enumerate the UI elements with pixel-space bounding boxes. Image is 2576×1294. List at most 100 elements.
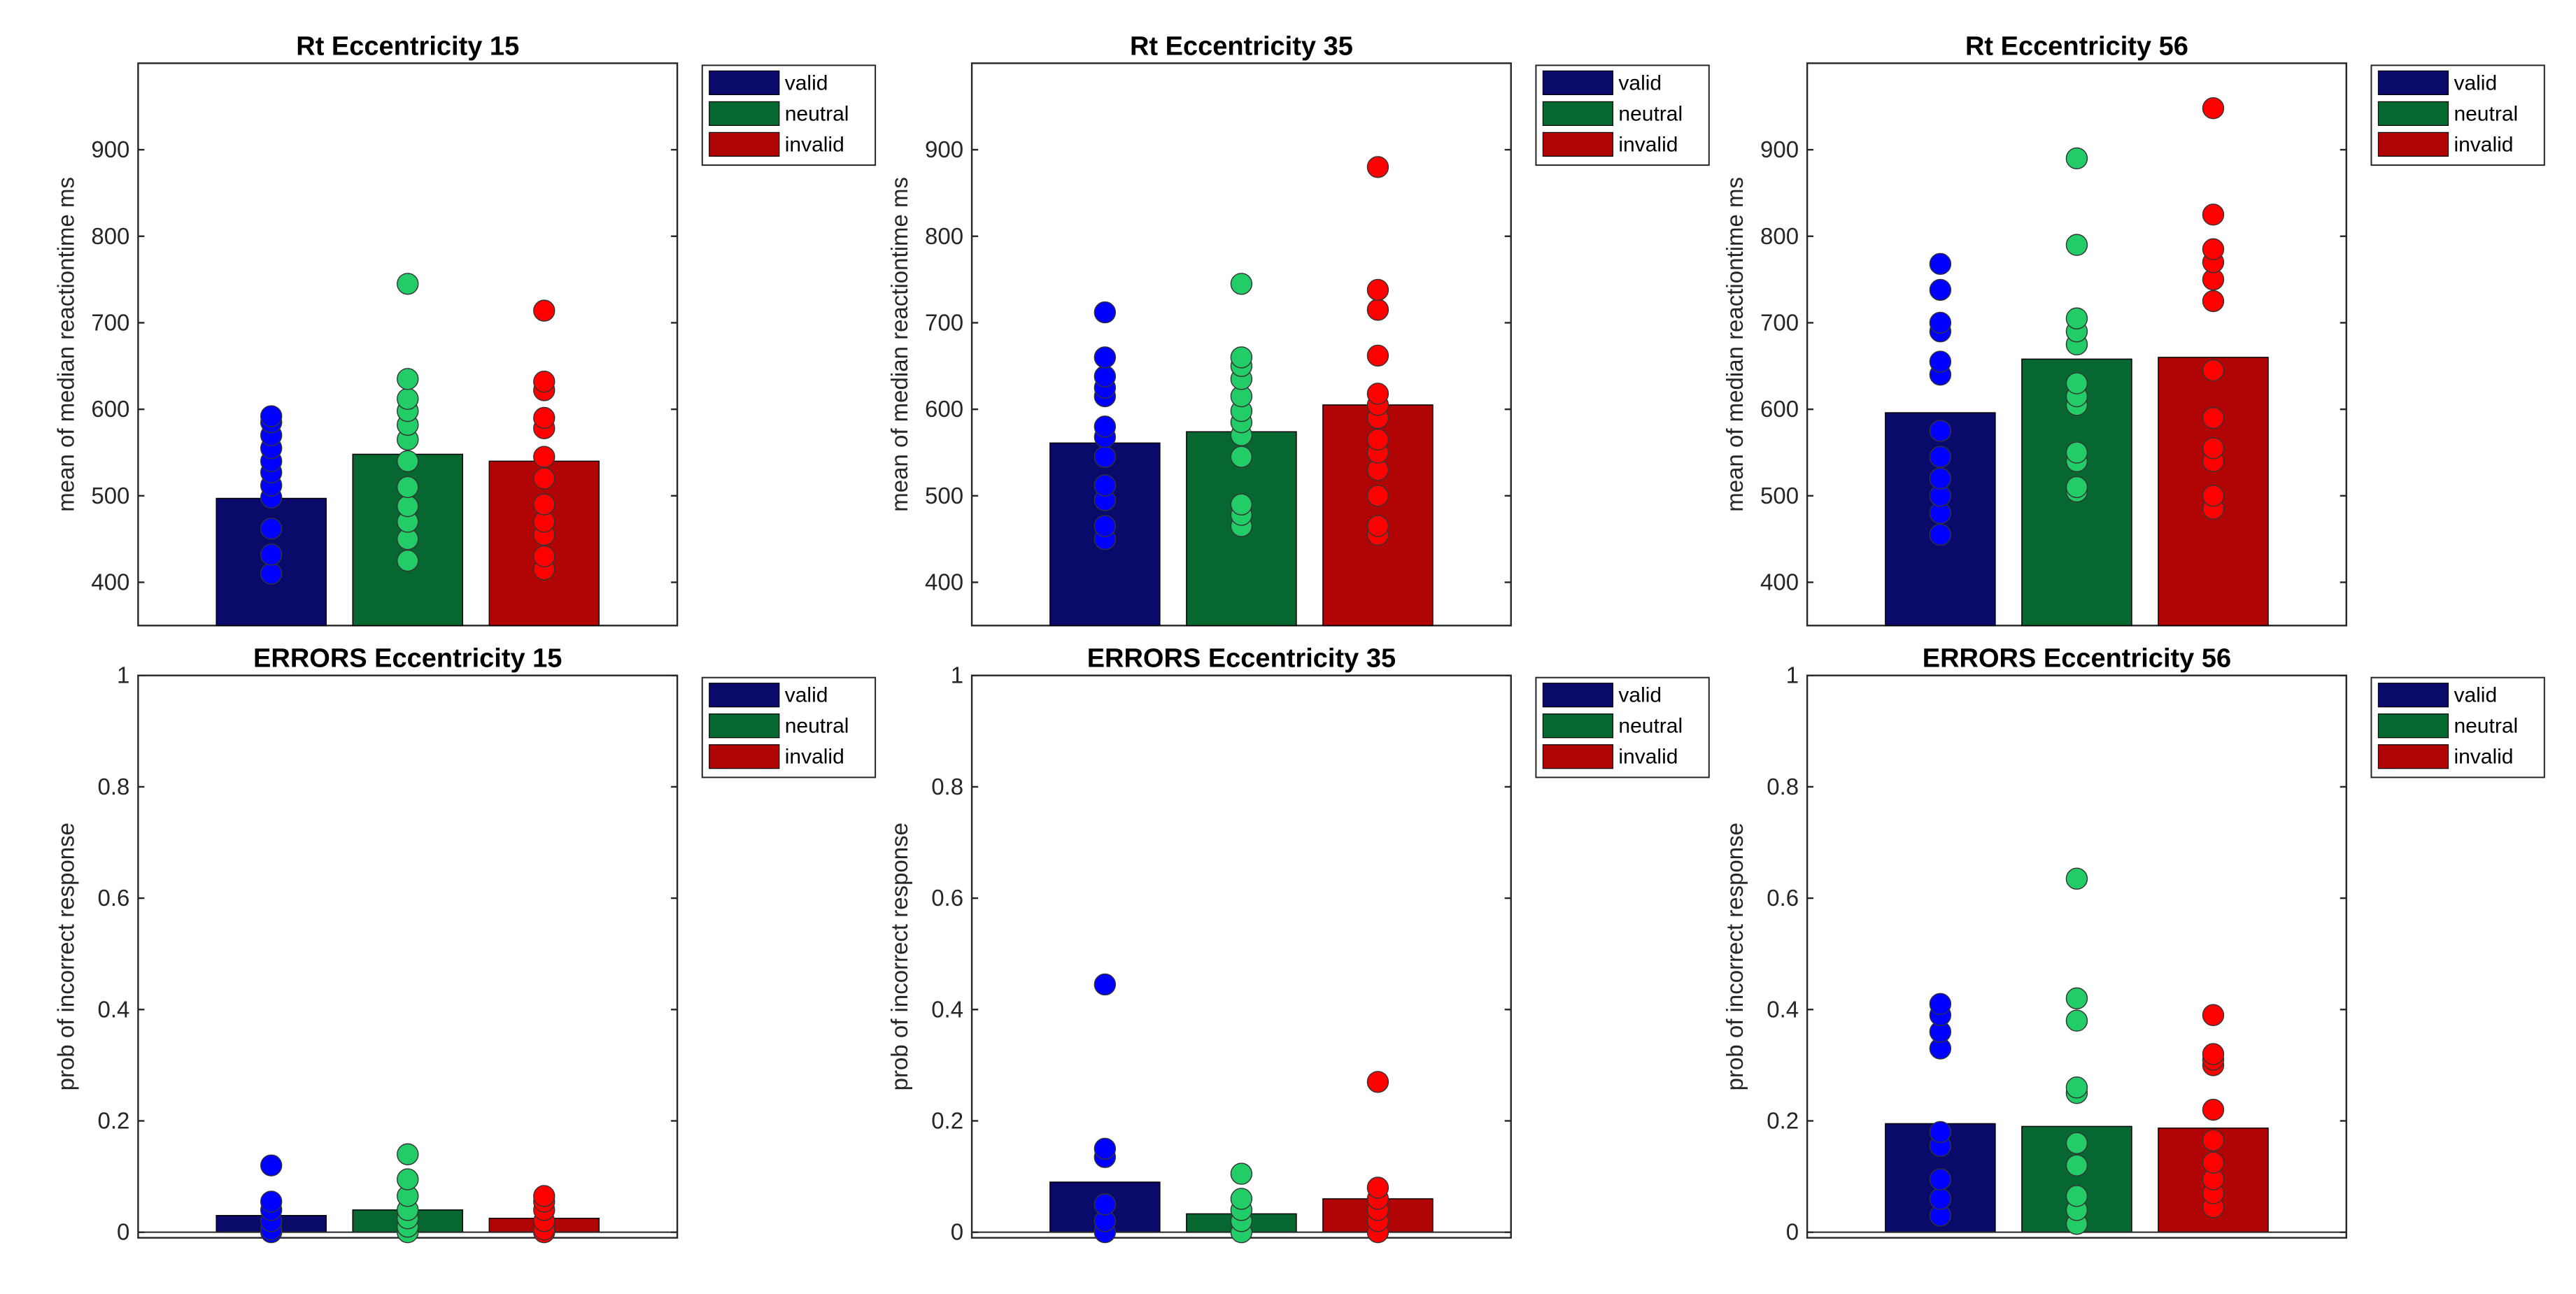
chart4-point-neutral-6 — [397, 1168, 419, 1190]
chart3-point-neutral-10 — [2065, 307, 2088, 329]
chart6-point-valid-3 — [1929, 1168, 1952, 1190]
chart6-ytick-label: 0.8 — [1767, 774, 1799, 799]
chart1-point-neutral-6 — [397, 450, 419, 473]
chart3-legend-label-valid: valid — [2454, 71, 2497, 94]
chart5-legend-swatch-invalid — [1542, 744, 1614, 769]
chart1-point-neutral-11 — [397, 368, 419, 390]
chart1-ytick-label: 800 — [91, 223, 129, 249]
chart2-ytick-label: 500 — [925, 483, 963, 509]
chart3-legend-label-neutral: neutral — [2454, 102, 2518, 125]
chart-panel-6: 0 0.2 0.4 0.6 0.8 1 ERRORS Eccentricity 56 prob… — [1722, 644, 2545, 1245]
chart6-ytick-label: 0.4 — [1767, 996, 1799, 1022]
chart6-legend-label-neutral: neutral — [2454, 715, 2518, 738]
chart-panel-1: 400 500 600 700 800 900 Rt Eccentricity 15 mean… — [52, 31, 877, 627]
chart2-legend-label-invalid: invalid — [1618, 133, 1678, 156]
chart4-legend-swatch-invalid — [709, 744, 780, 769]
chart2-legend-swatch-invalid — [1542, 131, 1614, 157]
chart6-title: ERRORS Eccentricity 56 — [1923, 644, 2231, 674]
chart5-point-valid-5 — [1094, 1137, 1117, 1160]
chart5-ytick-label: 0.8 — [931, 774, 963, 799]
chart1-point-neutral-4 — [397, 495, 419, 518]
chart5-point-valid-3 — [1094, 1193, 1117, 1216]
chart2-point-invalid-9 — [1366, 383, 1389, 405]
chart2-legend-label-neutral: neutral — [1618, 102, 1683, 125]
chart5-legend-label-invalid: invalid — [1618, 746, 1678, 769]
chart3-point-neutral-7 — [2065, 372, 2088, 394]
chart1-point-neutral-5 — [397, 476, 419, 499]
chart1-legend-swatch-invalid — [709, 131, 780, 157]
chart5-ytick-label: 0.2 — [931, 1107, 963, 1133]
chart3-point-invalid-5 — [2202, 406, 2225, 429]
chart1-legend-label-invalid: invalid — [785, 133, 844, 156]
chart4-legend-label-invalid: invalid — [785, 746, 844, 769]
chart2-legend-swatch-neutral — [1542, 101, 1614, 126]
chart2-point-valid-5 — [1094, 446, 1117, 468]
chart4-legend-swatch-neutral — [709, 713, 780, 739]
chart1-point-neutral-12 — [397, 273, 419, 295]
chart6-legend-label-invalid: invalid — [2454, 746, 2513, 769]
chart2-point-valid-12 — [1094, 301, 1117, 324]
chart3-point-valid-5 — [1929, 446, 1952, 468]
chart1-legend-swatch-valid — [709, 70, 780, 95]
chart3-point-invalid-7 — [2202, 290, 2225, 313]
chart2-ytick-label: 600 — [925, 396, 963, 422]
chart4-point-valid-6 — [260, 1154, 283, 1176]
chart3-legend-label-invalid: invalid — [2454, 133, 2513, 156]
chart1-point-invalid-7 — [533, 446, 555, 468]
chart3-point-invalid-10 — [2202, 238, 2225, 261]
chart2-point-neutral-4 — [1230, 446, 1253, 468]
chart4-ytick-label: 0.2 — [98, 1107, 130, 1133]
chart4-legend-label-neutral: neutral — [785, 715, 849, 738]
chart6-point-invalid-4 — [2202, 1151, 2225, 1174]
chart5-legend-swatch-neutral — [1542, 713, 1614, 739]
chart3-point-valid-4 — [1929, 467, 1952, 490]
chart2-legend-label-valid: valid — [1618, 71, 1662, 94]
chart4-point-valid-5 — [260, 1190, 283, 1213]
chart1-ytick-label: 700 — [91, 309, 129, 335]
chart2-title: Rt Eccentricity 35 — [1130, 31, 1353, 61]
chart1-legend-label-valid: valid — [785, 71, 828, 94]
chart3-ytick-label: 400 — [1760, 569, 1799, 595]
chart1-legend-label-neutral: neutral — [785, 102, 849, 125]
chart3-ytick-label: 700 — [1760, 309, 1799, 335]
chart6-legend-swatch-valid — [2377, 683, 2449, 708]
chart5-point-neutral-5 — [1230, 1163, 1253, 1185]
chart3-point-valid-12 — [1929, 253, 1952, 276]
chart3-title: Rt Eccentricity 56 — [1965, 31, 2188, 61]
chart6-point-neutral-3 — [2065, 1185, 2088, 1207]
chart2-point-valid-2 — [1094, 515, 1117, 537]
chart2-legend-swatch-valid — [1542, 70, 1614, 95]
chart2-point-neutral-12 — [1230, 273, 1253, 295]
chart6-point-valid-5 — [1929, 1121, 1952, 1144]
chart3-point-neutral-12 — [2065, 147, 2088, 170]
chart2-point-invalid-12 — [1366, 278, 1389, 301]
chart3-point-valid-6 — [1929, 420, 1952, 442]
chart3-point-invalid-11 — [2202, 204, 2225, 226]
chart2-point-invalid-3 — [1366, 485, 1389, 507]
chart4-point-invalid-6 — [533, 1185, 555, 1207]
chart6-point-neutral-10 — [2065, 867, 2088, 890]
chart1-point-invalid-2 — [533, 545, 555, 568]
chart3-ytick-label: 900 — [1760, 136, 1799, 162]
chart1-ytick-label: 500 — [91, 483, 129, 509]
chart2-point-invalid-10 — [1366, 344, 1389, 367]
chart4-ytick-label: 0.4 — [98, 996, 130, 1022]
chart2-point-valid-10 — [1094, 365, 1117, 388]
chart4-legend-swatch-valid — [709, 683, 780, 708]
chart2-point-neutral-11 — [1230, 346, 1253, 369]
chart5-point-invalid-6 — [1366, 1071, 1389, 1093]
chart1-point-valid-2 — [260, 543, 283, 566]
chart4-legend-label-valid: valid — [785, 684, 828, 707]
chart3-legend-swatch-invalid — [2377, 131, 2449, 157]
chart6-point-neutral-7 — [2065, 1076, 2088, 1099]
chart3-ylabel: mean of median reactiontime ms — [1722, 177, 1748, 512]
chart3-point-invalid-6 — [2202, 359, 2225, 382]
chart5-legend-label-valid: valid — [1618, 684, 1662, 707]
chart-panel-3: 400 500 600 700 800 900 Rt Eccentricity 56 mean… — [1722, 31, 2545, 627]
chart5-legend-swatch-valid — [1542, 683, 1614, 708]
chart4-ytick-label: 0 — [117, 1219, 129, 1245]
chart3-ytick-label: 600 — [1760, 396, 1799, 422]
chart2-ytick-label: 700 — [925, 309, 963, 335]
chart3-point-valid-1 — [1929, 523, 1952, 546]
chart6-point-neutral-4 — [2065, 1154, 2088, 1176]
